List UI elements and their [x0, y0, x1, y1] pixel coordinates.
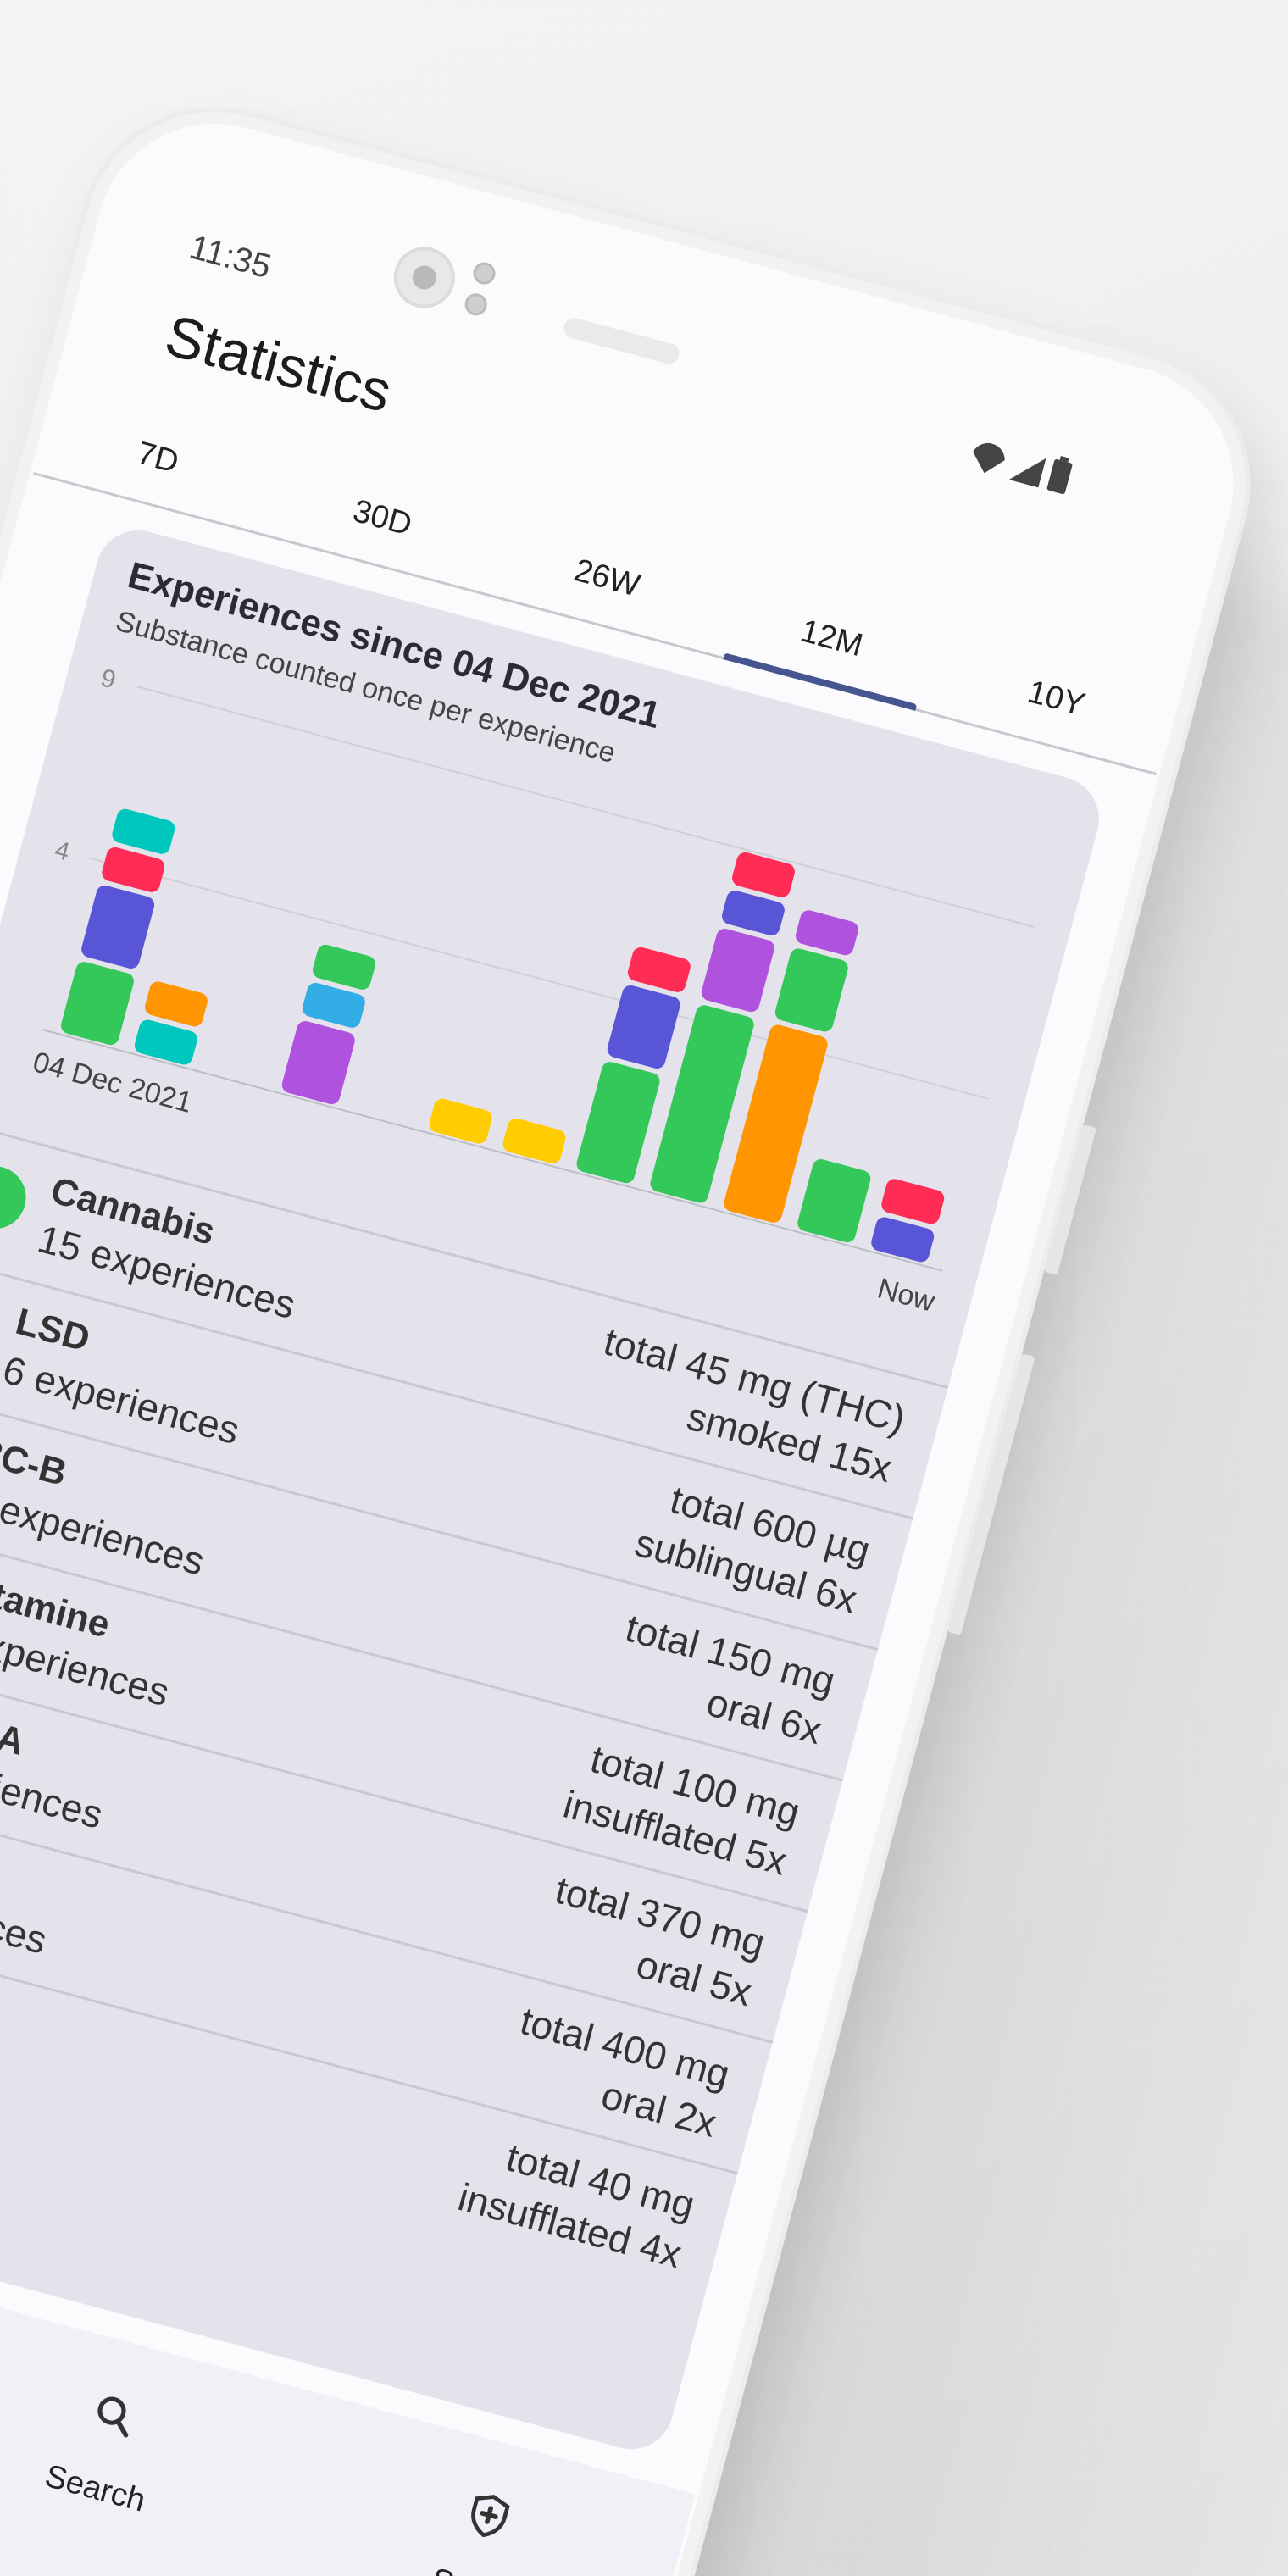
bar-segment-cannabis	[61, 962, 134, 1046]
bars-group	[61, 808, 945, 1263]
status-time: 11:35	[186, 228, 275, 286]
sensor	[462, 291, 490, 319]
bar-segment-cannabis	[576, 1062, 660, 1184]
phone-frame: 11:35 Statistics 7D 30D 26W 12M 10Y Expe…	[0, 76, 1281, 2576]
tab-26w[interactable]: 26W	[570, 552, 644, 604]
bar-segment-lsd	[722, 891, 785, 935]
bar-segment-cannabis	[774, 948, 848, 1032]
bar-segment-2c-b	[724, 1024, 828, 1223]
x-axis	[42, 1029, 943, 1272]
bar-segment-lsd	[607, 985, 680, 1069]
signal-icon	[1009, 450, 1046, 487]
substance-name: 2C-B	[0, 1431, 71, 1495]
x-end-label: Now	[874, 1272, 939, 1318]
bar-segment-ketamine	[281, 1021, 355, 1105]
tab-7d[interactable]: 7D	[133, 435, 183, 480]
bottom-navigation: Stats Search Safer	[0, 2193, 696, 2576]
bar-segment-lsd	[871, 1217, 935, 1263]
nav-search-label: Search	[41, 2457, 149, 2519]
sensor	[470, 259, 498, 287]
nav-search-pill	[26, 2356, 203, 2476]
speaker-grille	[561, 315, 682, 366]
bar-segment-2c-b	[145, 981, 208, 1027]
page-title: Statistics	[158, 303, 398, 425]
experiences-bar-chart: 9 4 04 Dec 2021 Now	[30, 663, 1035, 1319]
search-icon	[97, 2396, 129, 2438]
front-camera	[386, 240, 462, 315]
experience-count: xperiences	[0, 1871, 52, 1963]
gridline-9	[134, 685, 1035, 928]
bar-segment-tramadol	[112, 808, 175, 854]
screen: 11:35 Statistics 7D 30D 26W 12M 10Y Expe…	[0, 114, 1253, 2576]
substance-color-dot	[0, 1158, 33, 1236]
bar-segment-ketamine	[701, 929, 774, 1013]
nav-safer-label: Safer	[427, 2562, 512, 2576]
bar-segment-methylphenidate	[302, 982, 365, 1028]
bar-segment-mdma	[732, 852, 795, 897]
tab-10y[interactable]: 10Y	[1024, 674, 1089, 724]
bar-segment-mdma	[627, 947, 691, 992]
nav-safer[interactable]: Safer	[249, 2394, 696, 2576]
statistics-card: Experiences since 04 Dec 2021 Substance …	[0, 520, 1109, 2459]
tab-12m[interactable]: 12M	[708, 565, 956, 713]
bar-segment-cannabis	[797, 1159, 871, 1243]
bar-segment-cannabis	[650, 1005, 754, 1203]
gridline-4	[87, 857, 989, 1100]
bar-segment-cocaine	[502, 1118, 566, 1163]
bar-segment-cocaine	[429, 1098, 492, 1144]
tab-30d[interactable]: 30D	[349, 493, 416, 543]
bar-segment-mdma	[881, 1179, 945, 1224]
battery-icon	[1046, 458, 1074, 495]
bar-segment-mdma	[102, 847, 165, 892]
bar-segment-ketamine	[795, 910, 858, 956]
shield-plus-icon	[471, 2495, 510, 2538]
bar-segment-tramadol	[134, 1019, 197, 1065]
nav-search[interactable]: Search	[0, 2294, 321, 2576]
substance-name: MDMA	[0, 1693, 30, 1764]
y-tick-4: 4	[52, 836, 73, 866]
status-icons	[968, 437, 1074, 495]
nav-safer-pill	[401, 2456, 577, 2576]
wifi-icon	[968, 439, 1008, 477]
y-tick-9: 9	[97, 663, 119, 694]
bar-segment-cannabis	[313, 944, 375, 990]
bar-segment-lsd	[81, 885, 155, 969]
